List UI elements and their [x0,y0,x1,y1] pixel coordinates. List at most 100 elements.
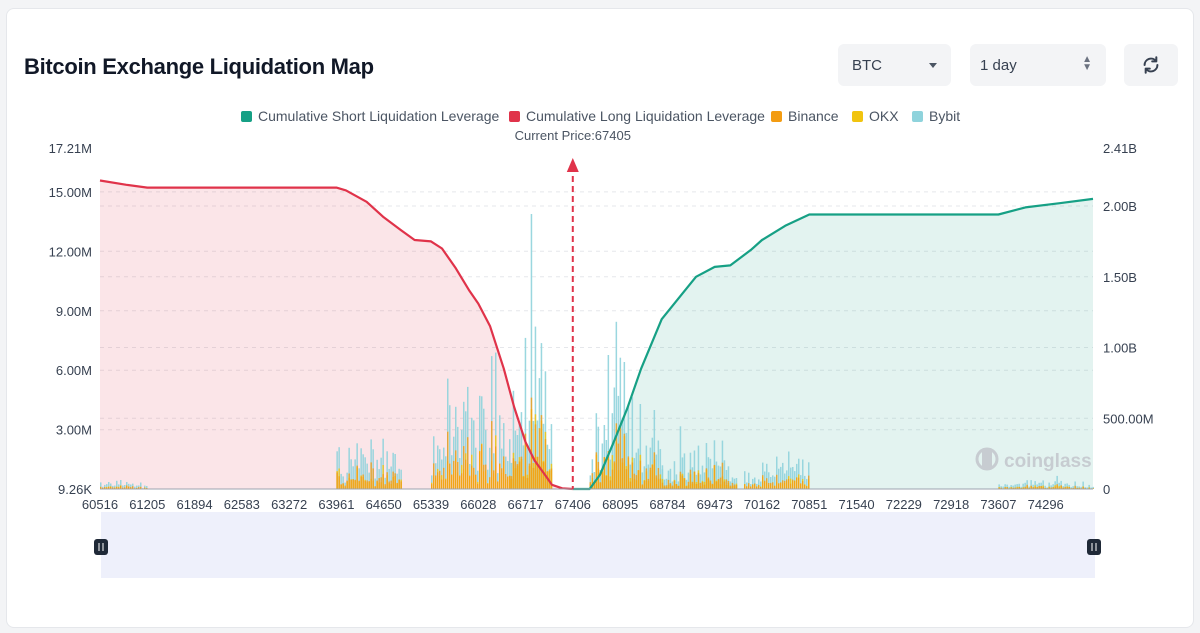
x-tick: 68784 [649,497,685,512]
range-slider[interactable] [94,512,1101,578]
bybit-bar [802,459,804,489]
current-price-marker: Current Price:67405 [515,128,631,489]
bybit-bar [1042,480,1044,489]
bybit-bar [780,466,782,489]
binance-bar [453,460,455,489]
bybit-bar [774,476,776,489]
binance-bar [599,482,602,489]
binance-bar [673,480,676,489]
bybit-bar [790,467,792,489]
binance-bar [524,433,527,489]
bybit-bar [475,447,477,489]
binance-bar [348,473,350,489]
binance-bar [651,464,654,489]
bybit-bar [136,485,138,489]
binance-bar [762,475,764,489]
bybit-bar [338,447,340,489]
binance-bar [447,431,449,489]
binance-bar [493,470,495,489]
binance-bar [467,437,469,489]
legend-item-0[interactable]: Cumulative Short Liquidation Leverage [241,108,499,124]
binance-bar [384,484,386,489]
binance-bar [451,474,453,489]
bybit-bar [685,479,688,489]
binance-bar [509,475,511,489]
binance-bar [352,479,354,489]
binance-bar [780,482,782,489]
bybit-bar [1076,486,1078,489]
bybit-bar [340,473,342,489]
refresh-button[interactable] [1124,44,1178,86]
binance-bar [380,477,382,489]
bybit-bar [794,471,796,489]
binance-bar [1010,487,1012,489]
handle-grip[interactable] [1087,539,1101,555]
bybit-bar [461,429,463,489]
bybit-bar [645,445,648,489]
coin-select[interactable]: BTC [838,44,951,86]
bybit-bar [483,408,485,489]
legend-label: OKX [869,108,899,124]
binance-bar [354,479,356,489]
binance-bar [790,483,792,489]
binance-bar [388,481,390,489]
bybit-bar [1080,486,1082,489]
y-left-tick: 12.00M [49,244,92,259]
legend-swatch [509,111,520,122]
binance-bar [729,485,732,489]
coinglass-logo-body [982,448,992,470]
bybit-bar [118,484,120,489]
binance-bar [522,476,525,489]
bybit-bar [1002,486,1004,489]
range-select-value: 1 day [980,56,1017,74]
binance-bar [756,486,758,489]
bybit-bar [661,465,664,489]
binance-bar [758,485,760,489]
bybit-bar [354,459,356,489]
binance-bar [437,472,439,489]
legend-item-1[interactable]: Cumulative Long Liquidation Leverage [509,108,765,124]
binance-bar [364,480,366,489]
slider-handle-left[interactable] [94,539,108,555]
binance-bar [693,471,696,489]
binance-bar [615,423,618,489]
legend-item-4[interactable]: Bybit [912,108,960,124]
binance-bar [619,426,622,489]
bybit-bar [400,469,402,489]
bybit-bar [528,420,531,489]
bybit-bar [764,471,766,489]
bybit-bar [1058,482,1060,489]
binance-bar [752,484,754,489]
bybit-bar [362,454,364,489]
coin-select-value: BTC [852,56,882,74]
bybit-bar [1084,487,1086,489]
bybit-bar [1072,486,1074,489]
bybit-bar [479,395,481,489]
binance-bar [1042,486,1044,489]
binance-bar [126,485,128,489]
handle-grip[interactable] [94,539,108,555]
legend-item-3[interactable]: OKX [852,108,899,124]
y-left-tick: 9.26K [58,482,92,497]
bybit-bar [766,463,768,489]
range-select[interactable]: 1 day ▲ ▼ [970,44,1106,86]
bybit-bar [358,468,360,489]
bybit-bar [768,472,770,489]
binance-bar [104,487,106,489]
binance-bar [128,486,130,489]
bybit-bar [532,420,535,489]
binance-bar [613,461,616,489]
bybit-bar [516,435,519,489]
binance-bar [1004,487,1006,489]
slider-handle-right[interactable] [1087,539,1101,555]
current-price-label: Current Price:67405 [515,128,631,143]
bybit-bar [134,486,136,489]
legend-item-2[interactable]: Binance [771,108,839,124]
bybit-bar [727,466,730,489]
bybit-bar [760,481,762,489]
binance-bar [398,479,400,489]
bybit-bar [1074,481,1076,489]
bybit-bar [615,321,618,489]
bybit-bar [451,455,453,489]
binance-bar [396,482,398,489]
